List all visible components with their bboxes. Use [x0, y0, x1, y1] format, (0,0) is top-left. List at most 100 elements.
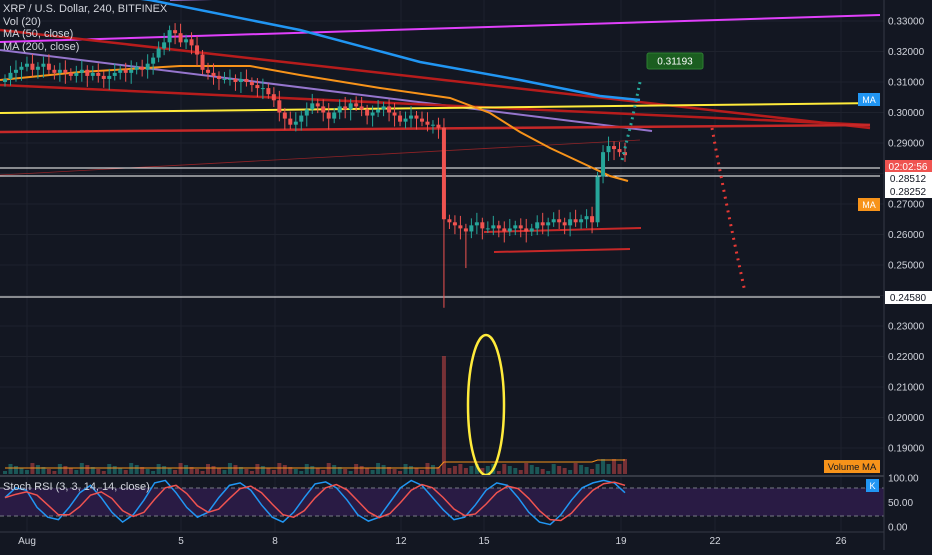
- candle-body: [590, 216, 595, 223]
- rsi-tick-label: 100.00: [888, 474, 919, 485]
- volume-bar: [485, 466, 490, 474]
- indicator-vol[interactable]: Vol (20): [3, 15, 41, 28]
- candle-body: [173, 30, 178, 34]
- volume-ma-badge: Volume MA: [824, 460, 880, 473]
- volume-bar: [612, 459, 617, 474]
- volume-bar: [68, 468, 73, 474]
- yellow-horizontal-line[interactable]: [0, 102, 881, 114]
- volume-bar: [96, 469, 101, 474]
- price-badge-b-text: 0.28252: [890, 187, 927, 198]
- volume-bar: [46, 469, 51, 474]
- candle-body: [315, 103, 320, 107]
- candle-body: [343, 106, 348, 110]
- volume-bars[interactable]: [3, 356, 627, 474]
- red-trendline-middle[interactable]: [0, 83, 871, 127]
- y-tick-label: 0.32000: [888, 47, 925, 58]
- volume-bar: [480, 468, 485, 474]
- candle-body: [101, 75, 106, 79]
- candle-body: [310, 103, 315, 110]
- magenta-trendline[interactable]: [0, 14, 881, 43]
- candle-body: [463, 228, 468, 232]
- rsi-d-line[interactable]: [4, 481, 626, 522]
- candle-body: [447, 219, 452, 223]
- volume-bar: [134, 465, 139, 474]
- volume-bar: [184, 465, 189, 474]
- volume-bar: [211, 466, 216, 474]
- rsi-axis-ticks: 100.00 50.00 0.00: [888, 474, 919, 534]
- ma50-line[interactable]: [0, 65, 629, 182]
- candle-body: [277, 100, 282, 113]
- x-tick-label: 8: [272, 536, 278, 547]
- volume-bar: [546, 471, 551, 474]
- candle-body: [441, 127, 446, 220]
- target-bubble[interactable]: 0.31193: [646, 52, 704, 70]
- rsi-tick-label: 50.00: [888, 498, 913, 509]
- candle-body: [3, 78, 7, 82]
- symbol-title[interactable]: XRP / U.S. Dollar, 240, BITFINEX: [3, 3, 168, 15]
- y-tick-label: 0.33000: [888, 17, 925, 28]
- candle-body: [96, 72, 101, 76]
- volume-bar: [200, 471, 205, 474]
- y-tick-label: 0.27000: [888, 200, 925, 211]
- candle-body: [244, 78, 249, 82]
- volume-bar: [299, 471, 304, 474]
- ma200-line[interactable]: [0, 0, 641, 102]
- red-thin-line[interactable]: [0, 139, 641, 176]
- volume-bar: [249, 471, 254, 474]
- price-axis-bg[interactable]: [884, 0, 932, 550]
- volume-bar: [595, 464, 600, 474]
- candle-body: [601, 152, 606, 177]
- volume-bar: [381, 465, 386, 474]
- purple-trendline[interactable]: [0, 49, 653, 132]
- candle-body: [540, 222, 545, 226]
- red-trendline-lower[interactable]: [0, 123, 871, 134]
- candle-body: [293, 121, 298, 125]
- candle-body: [354, 103, 359, 107]
- drawings[interactable]: [0, 0, 881, 298]
- candle-body: [409, 115, 414, 119]
- volume-bar: [518, 470, 523, 474]
- volume-bar: [151, 471, 156, 474]
- stoch-rsi-label[interactable]: Stoch RSI (3, 3, 14, 14, close): [3, 481, 150, 493]
- volume-bar: [85, 465, 90, 474]
- rsi-tick-label: 0.00: [888, 523, 908, 534]
- rsi-k-line[interactable]: [4, 479, 626, 526]
- volume-bar: [140, 467, 145, 474]
- volume-bar: [502, 464, 507, 474]
- volume-bar: [474, 464, 479, 474]
- rsi-k-badge: K: [866, 479, 879, 492]
- candle-body: [41, 63, 46, 67]
- range-box-bottom[interactable]: [493, 248, 631, 253]
- volume-bar: [206, 464, 211, 474]
- candle-body: [90, 72, 95, 76]
- candle-body: [502, 228, 507, 232]
- y-tick-label: 0.31000: [888, 78, 925, 89]
- indicator-ma50[interactable]: MA (50, close): [3, 28, 74, 40]
- y-tick-label: 0.25000: [888, 261, 925, 272]
- red-trendline-upper[interactable]: [0, 28, 871, 130]
- volume-bar: [24, 470, 29, 474]
- x-tick-label: 5: [178, 536, 184, 547]
- volume-bar: [310, 466, 315, 474]
- candle-body: [425, 121, 430, 125]
- candles[interactable]: [3, 23, 627, 308]
- x-tick-label: 12: [395, 536, 407, 547]
- volume-bar: [414, 468, 419, 474]
- candle-body: [485, 228, 490, 230]
- range-box-top[interactable]: [483, 227, 642, 233]
- candle-body: [156, 48, 161, 58]
- volume-bar: [551, 464, 556, 474]
- volume-bar: [540, 469, 545, 474]
- candle-body: [595, 176, 600, 223]
- candle-body: [195, 45, 200, 55]
- volume-bar: [63, 466, 68, 474]
- candle-body: [85, 69, 90, 76]
- price-badge-a: 0.28512: [885, 172, 932, 185]
- candle-body: [271, 94, 276, 101]
- volume-bar: [282, 465, 287, 474]
- volume-bar: [469, 466, 474, 474]
- candle-body: [568, 219, 573, 226]
- indicator-ma200[interactable]: MA (200, close): [3, 40, 80, 53]
